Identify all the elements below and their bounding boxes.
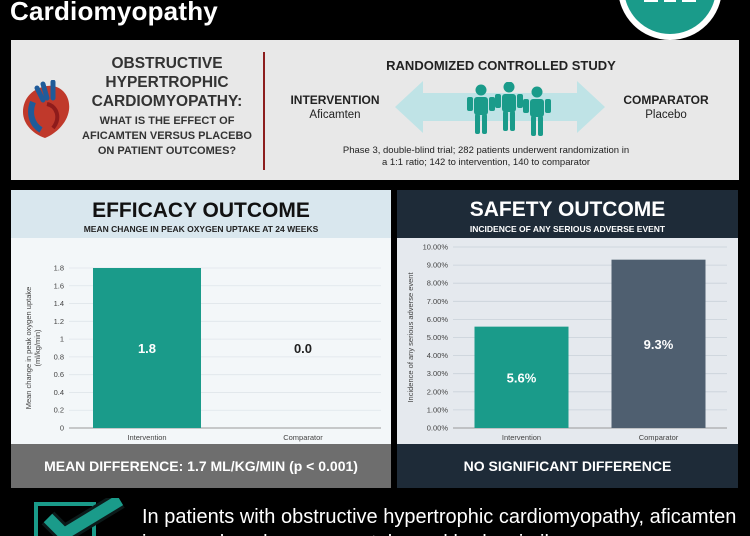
question-subtitle: WHAT IS THE EFFECT OF AFICAMTEN VERSUS P… <box>82 115 252 157</box>
efficacy-panel: EFFICACY OUTCOME MEAN CHANGE IN PEAK OXY… <box>11 190 391 488</box>
x-tick-label-intervention: Intervention <box>502 433 541 442</box>
y-tick-label: 5.00% <box>427 333 449 342</box>
efficacy-chart-area: 0 0.2 0.4 0.6 0.8 1 1.2 1.4 1.6 1.8 Mean change in… <box>11 238 391 444</box>
y-tick-label: 9.00% <box>427 261 449 270</box>
study-design-title: RANDOMIZED CONTROLLED STUDY <box>386 58 616 73</box>
y-tick-label: 1.4 <box>54 299 64 308</box>
study-description: Phase 3, double-blind trial; 282 patient… <box>342 145 630 168</box>
y-tick-label: 3.00% <box>427 369 449 378</box>
y-tick-label: 6.00% <box>427 315 449 324</box>
safety-title: SAFETY OUTCOME <box>469 198 666 221</box>
y-tick-label: 0.00% <box>427 424 449 433</box>
efficacy-title: EFFICACY OUTCOME <box>92 199 310 222</box>
y-tick-label: 1.8 <box>54 264 64 273</box>
efficacy-header: EFFICACY OUTCOME MEAN CHANGE IN PEAK OXY… <box>11 190 391 238</box>
safety-header: SAFETY OUTCOME INCIDENCE OF ANY SERIOUS … <box>397 190 738 238</box>
y-tick-label: 1 <box>60 335 64 344</box>
y-tick-label: 0.2 <box>54 406 64 415</box>
comparator-label: COMPARATOR <box>623 93 709 107</box>
y-tick-label: 0 <box>60 424 64 433</box>
journal-logo-icon <box>619 0 721 40</box>
intervention-label: INTERVENTION <box>290 93 380 107</box>
data-label-intervention: 1.8 <box>138 341 156 356</box>
x-tick-label-intervention: Intervention <box>127 433 166 442</box>
conclusion-text: In patients with obstructive hypertrophi… <box>142 506 737 536</box>
page-title: Cardiomyopathy <box>10 0 218 26</box>
efficacy-subtitle: MEAN CHANGE IN PEAK OXYGEN UPTAKE AT 24 … <box>83 224 319 234</box>
intervention-drug: Aficamten <box>309 109 361 121</box>
y-tick-label: 8.00% <box>427 279 449 288</box>
data-label-comparator: 9.3% <box>644 337 674 352</box>
safety-subtitle: INCIDENCE OF ANY SERIOUS ADVERSE EVENT <box>469 224 666 234</box>
efficacy-chart: 0 0.2 0.4 0.6 0.8 1 1.2 1.4 1.6 1.8 Mean change in… <box>24 264 381 442</box>
study-summary-panel: OBSTRUCTIVE HYPERTROPHIC CARDIOMYOPATHY:… <box>11 40 739 180</box>
y-tick-label: 10.00% <box>423 243 449 252</box>
comparator-drug: Placebo <box>645 109 687 121</box>
safety-chart-area: 0.00% 1.00% 2.00% 3.00% 4.00% 5.00% 6.00% 7.00%… <box>397 238 738 444</box>
checkmark-icon <box>34 498 125 536</box>
question-title: OBSTRUCTIVE HYPERTROPHIC CARDIOMYOPATHY: <box>91 55 243 110</box>
x-tick-label-comparator: Comparator <box>639 433 679 442</box>
data-label-intervention: 5.6% <box>507 370 537 385</box>
y-axis-label-line: Mean change in peak oxygen uptake <box>24 287 33 410</box>
y-tick-label: 2.00% <box>427 387 449 396</box>
y-tick-label: 0.6 <box>54 370 64 379</box>
y-axis-label-line: (ml/kg/min) <box>33 329 42 367</box>
safety-panel: SAFETY OUTCOME INCIDENCE OF ANY SERIOUS … <box>397 190 738 488</box>
y-tick-label: 1.2 <box>54 317 64 326</box>
y-axis-label: Mean change in peak oxygen uptake(ml/kg/… <box>24 287 42 410</box>
safety-footer: NO SIGNIFICANT DIFFERENCE <box>397 444 738 488</box>
y-tick-label: 7.00% <box>427 297 449 306</box>
y-tick-label: 1.6 <box>54 281 64 290</box>
bar-intervention <box>93 268 201 428</box>
research-question: OBSTRUCTIVE HYPERTROPHIC CARDIOMYOPATHY:… <box>77 54 257 159</box>
y-axis-label: Incidence of any serious adverse event <box>406 272 415 403</box>
data-label-comparator: 0.0 <box>294 341 312 356</box>
y-tick-label: 4.00% <box>427 351 449 360</box>
y-tick-label: 1.00% <box>427 405 449 414</box>
bar-comparator <box>611 259 706 428</box>
safety-chart: 0.00% 1.00% 2.00% 3.00% 4.00% 5.00% 6.00% 7.00%… <box>406 243 727 442</box>
bar-intervention <box>474 326 569 428</box>
comparator-arm: COMPARATOR Placebo <box>611 93 721 121</box>
y-tick-label: 0.8 <box>54 352 64 361</box>
x-tick-label-comparator: Comparator <box>283 433 323 442</box>
y-tick-label: 0.4 <box>54 388 64 397</box>
heart-icon <box>23 80 70 138</box>
efficacy-footer: MEAN DIFFERENCE: 1.7 ML/KG/MIN (p < 0.00… <box>11 444 391 488</box>
intervention-arm: INTERVENTION Aficamten <box>286 93 384 121</box>
section-divider <box>263 52 265 170</box>
people-group-icon <box>467 82 551 136</box>
